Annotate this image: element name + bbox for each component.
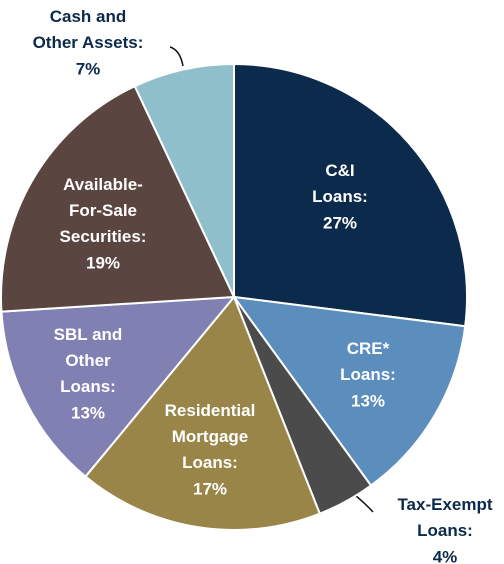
- pie-slice: [0, 84, 236, 313]
- pie-slice: [233, 62, 468, 328]
- slice-label: Available- For-Sale Securities:: [60, 175, 147, 246]
- slice-label: SBL and Other Loans:: [54, 325, 123, 396]
- slice-label: Cash and Other Assets:: [33, 7, 144, 52]
- label-line: Loans:: [182, 453, 238, 472]
- label-line: Other: [65, 351, 111, 370]
- label-line: Loans:: [60, 377, 116, 396]
- label-line: Securities:: [60, 227, 147, 246]
- value-label: 13%: [351, 391, 385, 410]
- label-line: Other Assets:: [33, 33, 144, 52]
- value-label: 7%: [76, 59, 101, 78]
- label-line: Residential: [165, 401, 256, 420]
- label-line: CRE*: [347, 339, 390, 358]
- label-line: Loans:: [340, 365, 396, 384]
- label-line: Tax-Exempt: [397, 495, 492, 514]
- label-line: Mortgage: [172, 427, 249, 446]
- value-label: 27%: [323, 213, 357, 232]
- slice-label: CRE* Loans:: [340, 339, 396, 384]
- value-label: 4%: [433, 547, 458, 564]
- slices: [0, 62, 468, 531]
- slice-label: C&I Loans:: [312, 161, 368, 206]
- pie-slice: [84, 295, 322, 531]
- value-label: 19%: [86, 253, 120, 272]
- label-line: SBL and: [54, 325, 123, 344]
- leader-line: [169, 46, 184, 67]
- label-line: For-Sale: [69, 201, 137, 220]
- slice-label: Tax-Exempt Loans:: [397, 495, 492, 540]
- label-line: C&I: [325, 161, 354, 180]
- slice-label: Residential Mortgage Loans:: [165, 401, 256, 472]
- label-line: Loans:: [312, 187, 368, 206]
- label-line: Available-: [63, 175, 143, 194]
- value-label: 13%: [71, 403, 105, 422]
- pie-slice: [231, 295, 467, 487]
- pie-slice: [133, 62, 235, 298]
- label-line: Cash and: [50, 7, 127, 26]
- pie-slice: [0, 295, 237, 478]
- value-label: 17%: [193, 479, 227, 498]
- label-line: Loans:: [417, 521, 473, 540]
